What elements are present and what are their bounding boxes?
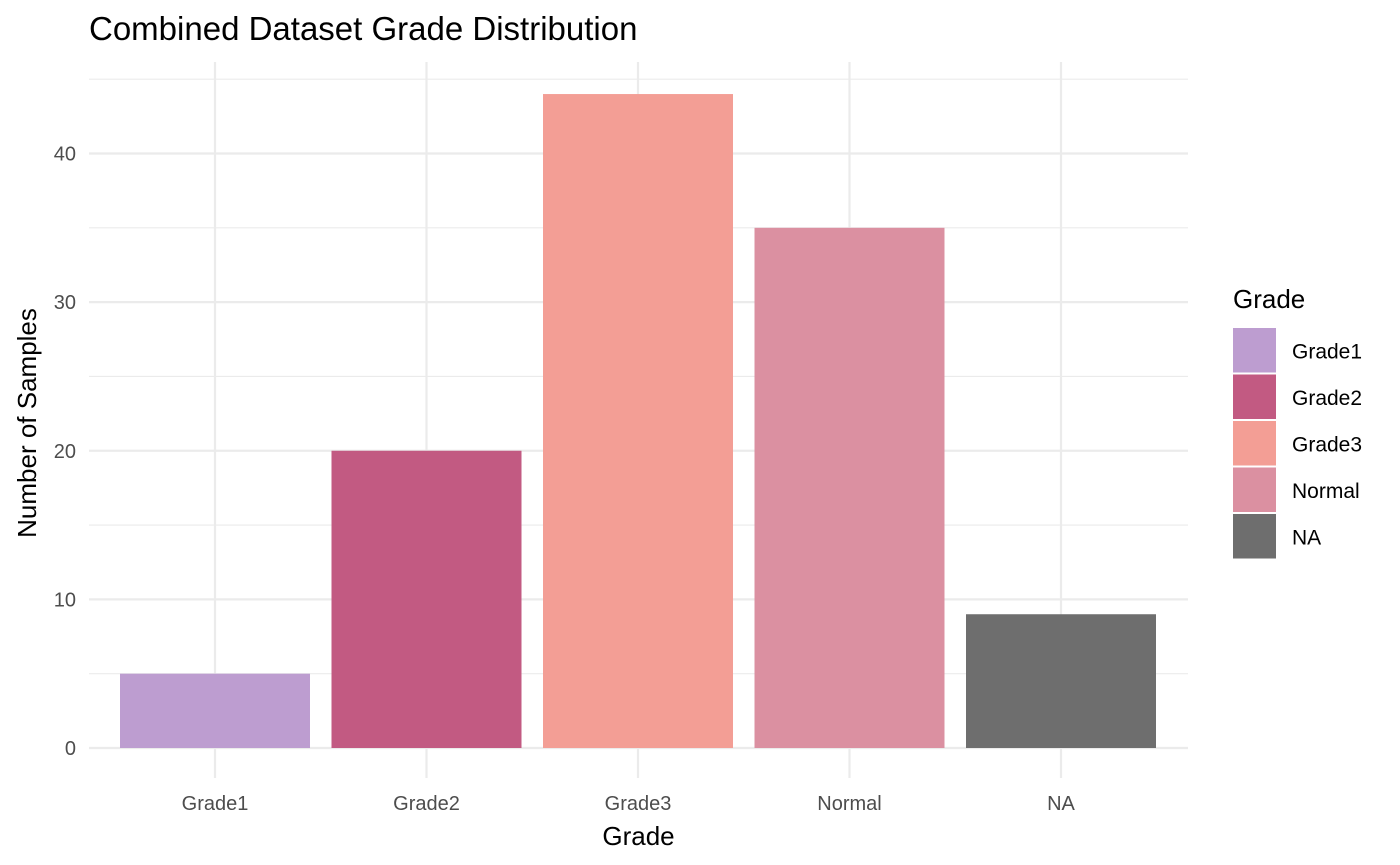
x-tick-label: NA <box>1047 793 1075 815</box>
legend: Grade Grade1 Grade2 Grade3 Normal NA <box>1233 284 1362 559</box>
bar-normal <box>754 227 945 748</box>
y-axis-title: Number of Samples <box>12 308 42 538</box>
x-axis-ticks: Grade1 Grade2 Grade3 Normal NA <box>182 793 1076 815</box>
legend-key <box>1233 374 1276 419</box>
legend-key <box>1233 328 1276 373</box>
bar-na <box>966 614 1156 748</box>
bar-grade2 <box>331 450 522 748</box>
y-tick-label: 30 <box>54 292 76 314</box>
y-tick-label: 10 <box>54 589 76 611</box>
x-axis-title: Grade <box>602 821 674 851</box>
y-tick-label: 20 <box>54 441 76 463</box>
bar-grade1 <box>120 673 310 748</box>
legend-label: Grade1 <box>1292 340 1362 363</box>
legend-key <box>1233 514 1276 559</box>
bars <box>120 94 1156 749</box>
legend-label: Grade3 <box>1292 433 1362 456</box>
legend-items: Grade1 Grade2 Grade3 Normal NA <box>1233 328 1362 559</box>
legend-label: NA <box>1292 526 1321 549</box>
y-axis-ticks: 0 10 20 30 40 <box>54 144 76 761</box>
y-tick-label: 40 <box>54 144 76 166</box>
chart-title: Combined Dataset Grade Distribution <box>89 10 637 47</box>
legend-title: Grade <box>1233 284 1305 314</box>
x-tick-label: Grade2 <box>393 793 460 815</box>
legend-key <box>1233 467 1276 512</box>
x-tick-label: Normal <box>817 793 881 815</box>
legend-label: Grade2 <box>1292 387 1362 410</box>
bar-grade3 <box>543 94 733 749</box>
y-tick-label: 0 <box>65 738 76 760</box>
x-tick-label: Grade1 <box>182 793 249 815</box>
legend-label: Normal <box>1292 480 1360 503</box>
x-tick-label: Grade3 <box>605 793 672 815</box>
legend-key <box>1233 421 1276 466</box>
